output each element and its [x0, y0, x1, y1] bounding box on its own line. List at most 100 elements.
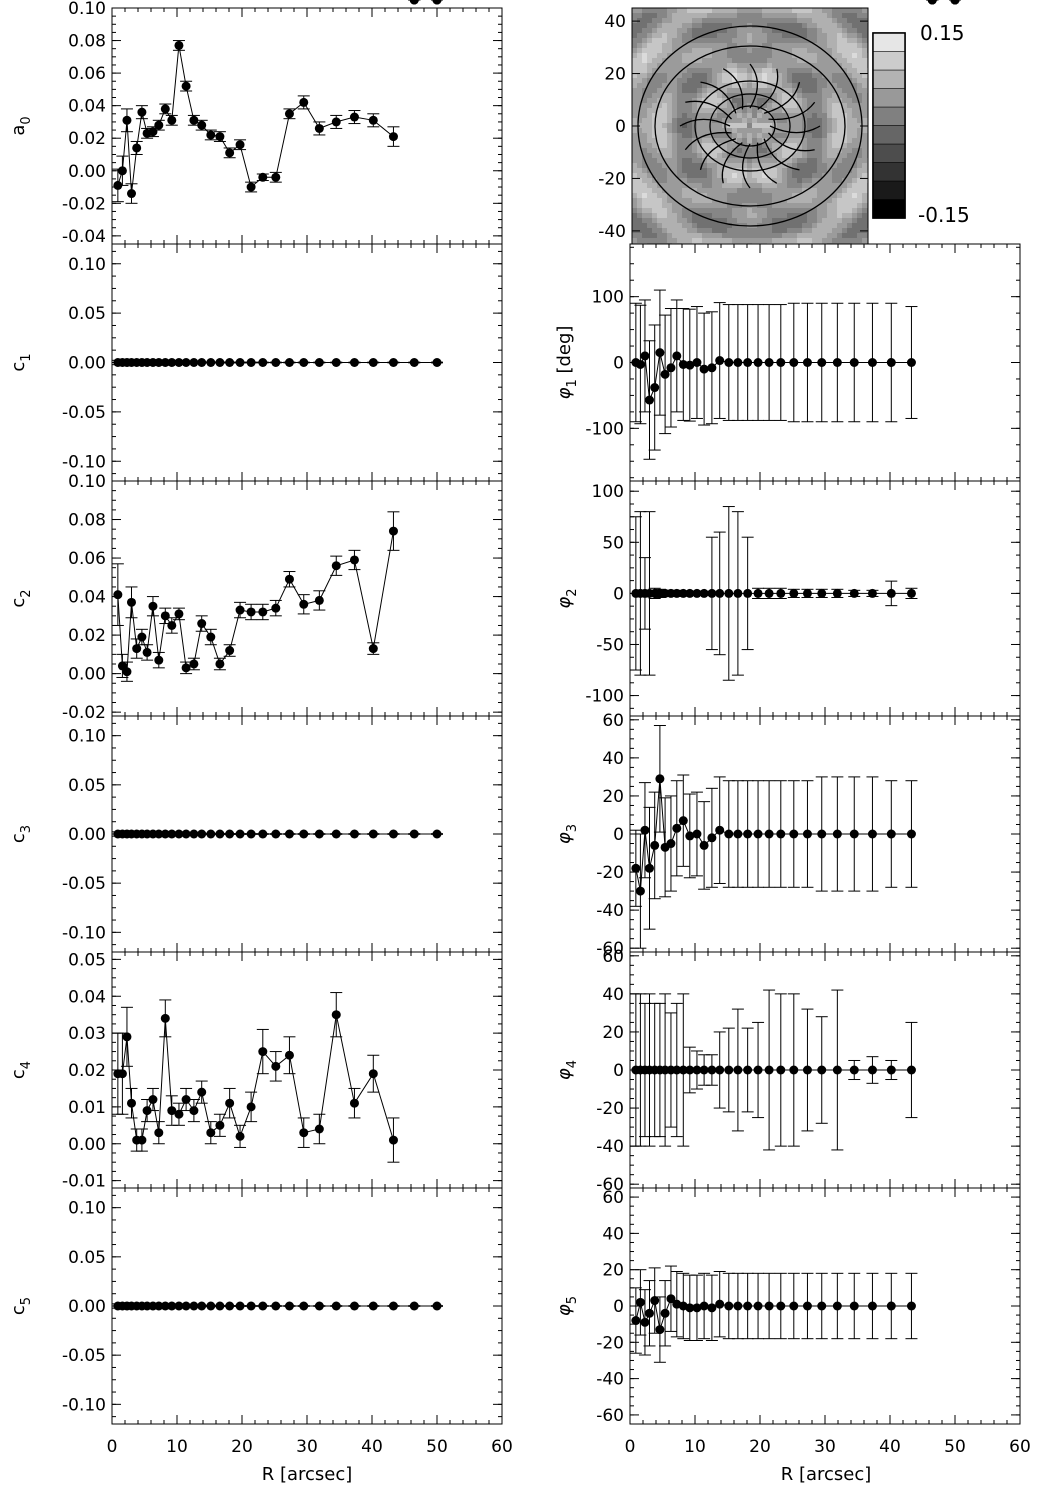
- map-cell: [672, 68, 678, 74]
- map-cell: [667, 143, 673, 149]
- map-cell: [802, 133, 808, 139]
- y-tick-label: 0.05: [68, 1248, 106, 1268]
- map-cell: [747, 73, 753, 79]
- map-cell: [777, 203, 783, 209]
- map-cell: [707, 218, 713, 224]
- map-cell: [722, 183, 728, 189]
- map-cell: [737, 158, 743, 164]
- map-cell: [727, 118, 733, 124]
- map-cell: [827, 13, 833, 19]
- map-cell: [852, 148, 858, 154]
- map-cell: [667, 173, 673, 179]
- map-cell: [827, 98, 833, 104]
- data-point: [127, 597, 136, 607]
- map-cell: [832, 123, 838, 129]
- map-cell: [637, 208, 643, 214]
- map-cell: [672, 33, 678, 39]
- map-cell: [717, 148, 723, 154]
- data-point: [707, 1065, 717, 1075]
- map-cell: [637, 88, 643, 94]
- map-cell: [792, 203, 798, 209]
- map-cell: [802, 193, 808, 199]
- map-cell: [827, 83, 833, 89]
- data-point: [849, 829, 859, 839]
- map-cell: [792, 33, 798, 39]
- map-cell: [702, 63, 708, 69]
- map-cell: [652, 168, 658, 174]
- map-cell: [667, 18, 673, 24]
- map-cell: [707, 13, 713, 19]
- map-cell: [857, 63, 863, 69]
- map-cell: [782, 78, 788, 84]
- map-cell: [812, 113, 818, 119]
- map-cell: [847, 128, 853, 134]
- map-cell: [747, 188, 753, 194]
- map-cell: [677, 228, 683, 234]
- map-cell: [722, 88, 728, 94]
- map-cell: [757, 173, 763, 179]
- map-cell: [717, 43, 723, 49]
- map-cell: [812, 188, 818, 194]
- map-cell: [737, 98, 743, 104]
- map-cell: [802, 8, 808, 14]
- map-cell: [767, 23, 773, 29]
- map-cell: [682, 98, 688, 104]
- map-cell: [862, 28, 868, 34]
- map-cell: [677, 143, 683, 149]
- map-cell: [647, 228, 653, 234]
- data-point: [167, 358, 177, 367]
- map-cell: [767, 193, 773, 199]
- map-cell: [662, 213, 668, 219]
- data-point: [650, 1296, 660, 1306]
- map-cell: [712, 233, 718, 239]
- map-cell: [647, 63, 653, 69]
- data-point: [724, 588, 734, 598]
- map-cell: [832, 208, 838, 214]
- map-cell: [862, 38, 868, 44]
- map-cell: [807, 178, 813, 184]
- y-tick-label: -40: [596, 901, 624, 921]
- map-cell: [652, 148, 658, 154]
- map-cell: [672, 138, 678, 144]
- map-cell: [757, 108, 763, 114]
- map-cell: [667, 153, 673, 159]
- map-cell: [707, 228, 713, 234]
- map-cell: [667, 218, 673, 224]
- map-cell: [712, 208, 718, 214]
- map-cell: [697, 68, 703, 74]
- map-cell: [672, 193, 678, 199]
- map-cell: [757, 43, 763, 49]
- map-cell: [812, 43, 818, 49]
- map-cell: [642, 38, 648, 44]
- map-cell: [837, 123, 843, 129]
- map-cell: [782, 133, 788, 139]
- map-cell: [797, 208, 803, 214]
- y-tick-label: 0.08: [68, 511, 106, 531]
- map-cell: [857, 223, 863, 229]
- map-cell: [647, 128, 653, 134]
- map-cell: [757, 83, 763, 89]
- map-cell: [767, 13, 773, 19]
- map-cell: [792, 218, 798, 224]
- map-cell: [727, 28, 733, 34]
- map-cell: [727, 183, 733, 189]
- map-cell: [662, 223, 668, 229]
- map-cell: [802, 68, 808, 74]
- map-cell: [802, 213, 808, 219]
- y-tick-label: 40: [602, 985, 624, 1005]
- map-cell: [677, 103, 683, 109]
- map-cell: [782, 233, 788, 239]
- map-cell: [787, 103, 793, 109]
- map-cell: [632, 8, 638, 14]
- map-cell: [742, 138, 748, 144]
- map-cell: [767, 143, 773, 149]
- map-cell: [677, 38, 683, 44]
- data-point: [235, 140, 245, 150]
- map-cell: [777, 43, 783, 49]
- map-cell: [777, 213, 783, 219]
- map-cell: [817, 83, 823, 89]
- data-point: [284, 574, 294, 584]
- map-cell: [832, 213, 838, 219]
- map-cell: [677, 128, 683, 134]
